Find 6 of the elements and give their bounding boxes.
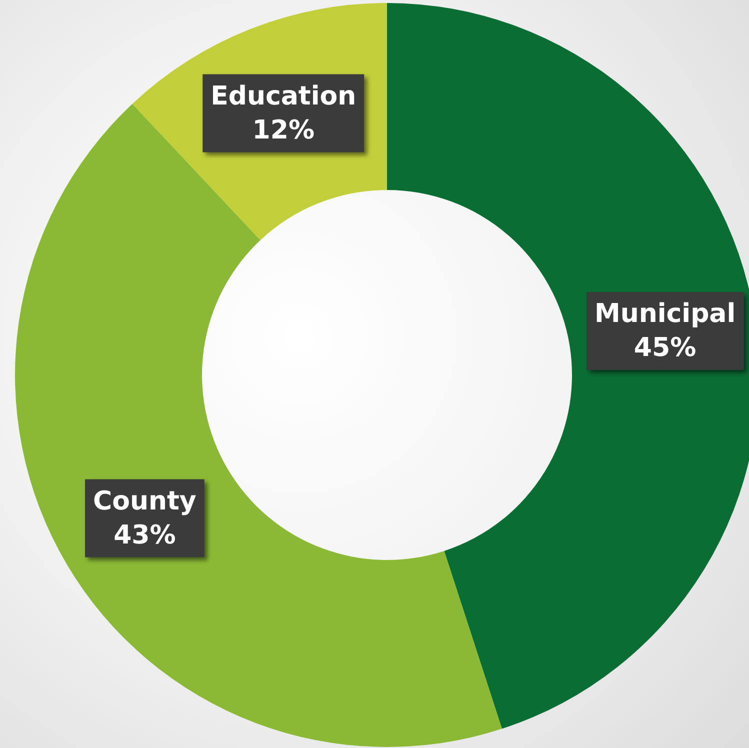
- slice-label: County: [93, 486, 196, 516]
- data-label: 43%: [114, 520, 176, 550]
- data-label: 12%: [252, 115, 314, 146]
- slice-label: Municipal: [594, 298, 736, 329]
- data-label: 45%: [634, 332, 696, 363]
- slice-label: Education: [210, 81, 356, 112]
